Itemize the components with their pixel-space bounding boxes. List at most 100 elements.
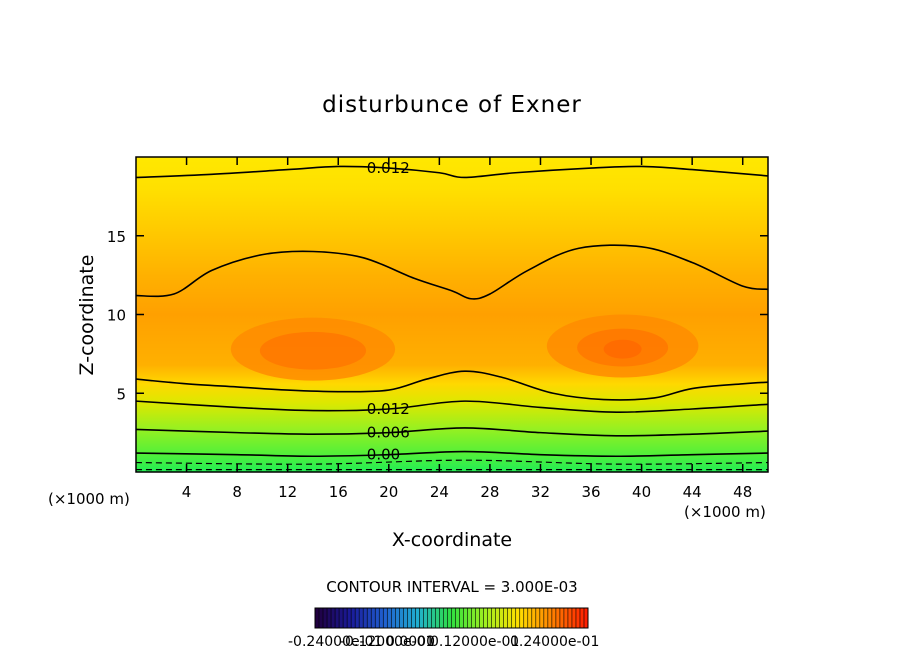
colorbar-cell: [459, 608, 464, 628]
x-tick-label-32: 32: [531, 483, 550, 501]
dashed-contour-line-0: [136, 459, 768, 465]
colorbar-cell: [435, 608, 440, 628]
colorbar-cell: [519, 608, 525, 628]
colorbar-cell: [563, 608, 569, 628]
colorbar-cell: [575, 608, 581, 628]
colorbar-cell: [383, 608, 388, 628]
colorbar-cell: [479, 608, 484, 628]
colorbar-cell: [523, 608, 529, 628]
x-tick-label-4: 4: [182, 483, 192, 501]
x-tick-label-36: 36: [581, 483, 600, 501]
colorbar-cell: [347, 608, 352, 628]
fill-core-2: [259, 331, 367, 370]
colorbar-cell: [387, 608, 392, 628]
plot-area: [136, 157, 768, 472]
colorbar-label-1: -0.12000e-01: [340, 634, 434, 650]
colorbar-cell: [439, 608, 444, 628]
colorbar-cell: [531, 608, 537, 628]
contour-labels: 0.012 0.012 0.006 0.00: [367, 159, 410, 464]
filled-contour-background: [136, 157, 768, 472]
colorbar-cell: [455, 608, 460, 628]
colorbar-label-0: -0.24000e-01: [288, 634, 382, 650]
colorbar-cell: [339, 608, 344, 628]
contour-line-0: [136, 165, 768, 179]
contour-interval-text: CONTOUR INTERVAL = 3.000E-03: [326, 578, 577, 596]
colorbar-cell: [415, 608, 420, 628]
colorbar-cell: [551, 608, 557, 628]
y-tick-label-10: 10: [107, 307, 126, 325]
colorbar-cell: [427, 608, 432, 628]
contour-line-2: [136, 370, 768, 401]
contour-line-5: [136, 450, 768, 458]
x-tick-label-8: 8: [232, 483, 242, 501]
colorbar-cell: [419, 608, 424, 628]
colorbar: [314, 607, 589, 629]
contour-line-3: [136, 400, 768, 413]
x-tick-label-44: 44: [683, 483, 702, 501]
x-tick-label-28: 28: [480, 483, 499, 501]
colorbar-cell: [331, 608, 336, 628]
colorbar-cell: [447, 608, 452, 628]
colorbar-label-2: 0.0000: [386, 634, 435, 650]
colorbar-cell: [451, 608, 456, 628]
colorbar-cell: [327, 608, 332, 628]
colorbar-cell: [343, 608, 348, 628]
colorbar-frame: [314, 607, 589, 629]
x-axis-label: X-coordinate: [392, 529, 512, 551]
colorbar-cell: [431, 608, 436, 628]
colorbar-label-3: 0.12000e-01: [430, 634, 519, 650]
colorbar-cell: [423, 608, 428, 628]
chart-title: disturbunce of Exner: [322, 92, 582, 118]
colorbar-cell: [407, 608, 412, 628]
x-tick-label-24: 24: [430, 483, 449, 501]
y-tick-label-5: 5: [116, 385, 126, 403]
colorbar-cell: [443, 608, 448, 628]
y-axis-label: Z-coordinate: [76, 255, 98, 376]
y-tick-label-15: 15: [107, 228, 126, 246]
colorbar-cell: [395, 608, 400, 628]
colorbar-cell: [359, 608, 364, 628]
colorbar-cell: [503, 608, 509, 628]
colorbar-cell: [579, 608, 585, 628]
colorbar-cell: [463, 608, 468, 628]
colorbar-cell: [319, 608, 324, 628]
x-tick-label-48: 48: [733, 483, 752, 501]
colorbar-labels: -0.24000e-01-0.12000e-010.00000.12000e-0…: [288, 634, 599, 650]
colorbar-cell: [467, 608, 472, 628]
colorbar-cell: [471, 608, 476, 628]
colorbar-cell: [315, 608, 320, 628]
x-tick-label-40: 40: [632, 483, 651, 501]
colorbar-cell: [391, 608, 396, 628]
colorbar-cell: [571, 608, 577, 628]
colorbar-cell: [487, 608, 492, 628]
colorbar-cell: [555, 608, 561, 628]
x-axis-ticks: 4 8 12 16 20 24 28 32 36 40 44 48: [182, 157, 752, 501]
colorbar-cell: [567, 608, 573, 628]
colorbar-cell: [363, 608, 368, 628]
colorbar-cell: [335, 608, 340, 628]
x-tick-label-16: 16: [329, 483, 348, 501]
x-tick-label-20: 20: [379, 483, 398, 501]
contour-label-0: 0.012: [367, 159, 410, 177]
filled-contours: [230, 314, 699, 381]
colorbar-cell: [411, 608, 416, 628]
colorbar-cell: [379, 608, 384, 628]
colorbar-cell: [527, 608, 533, 628]
colorbar-cell: [371, 608, 376, 628]
colorbar-cell: [583, 608, 589, 628]
colorbar-cell: [495, 608, 500, 628]
contour-line-1: [136, 244, 768, 300]
colorbar-cell: [535, 608, 541, 628]
contour-label-5: 0.00: [367, 446, 400, 464]
colorbar-cell: [491, 608, 496, 628]
colorbar-cell: [499, 608, 504, 628]
colorbar-cell: [399, 608, 404, 628]
contour-label-4: 0.006: [367, 424, 410, 442]
colorbar-cell: [547, 608, 553, 628]
x-unit-label-right: (×1000 m): [684, 503, 766, 521]
colorbar-label-4: 0.24000e-01: [510, 634, 599, 650]
colorbar-cell: [351, 608, 356, 628]
colorbar-cell: [507, 608, 513, 628]
colorbar-cell: [539, 608, 545, 628]
